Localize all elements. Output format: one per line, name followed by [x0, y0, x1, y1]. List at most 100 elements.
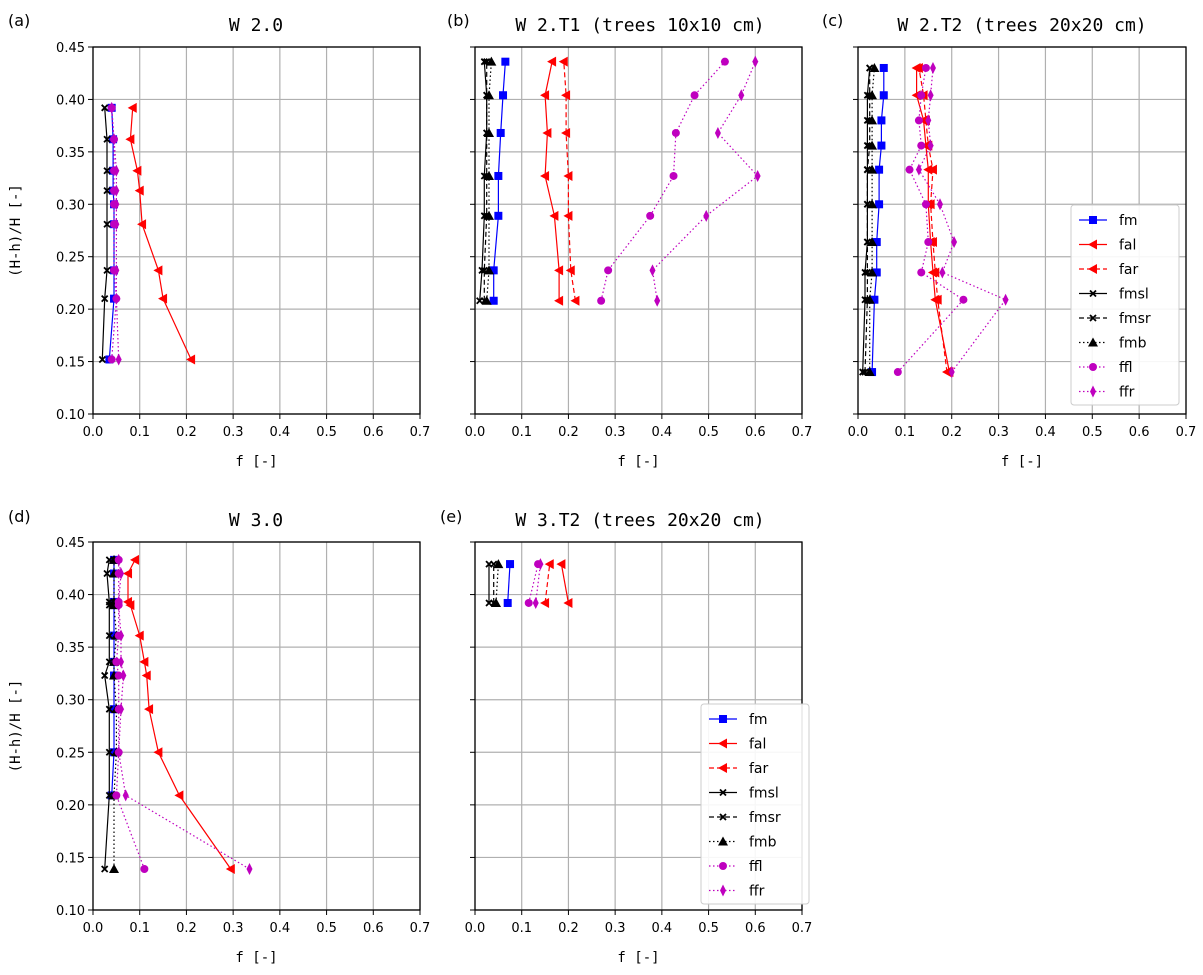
data-point-fmsl [480, 58, 488, 66]
x-tick-label: 0.4 [270, 921, 291, 936]
x-tick-label: 0.6 [1129, 425, 1150, 440]
data-point-fal [540, 90, 550, 101]
data-point-ffl [905, 165, 914, 174]
data-point-far [932, 294, 942, 305]
data-point-fal [123, 568, 133, 579]
legend-label-ffr: ffr [1119, 385, 1135, 401]
series-ffr [108, 101, 122, 366]
data-point-fmsl [105, 705, 113, 713]
legend-label-ffl: ffl [1119, 360, 1133, 376]
data-point-fmb [867, 90, 878, 100]
x-tick-label: 0.0 [848, 425, 869, 440]
legend-marker-ffr [720, 884, 726, 897]
x-axis-label: f [-] [235, 454, 277, 470]
series-ffr [532, 558, 544, 609]
data-point-fal [556, 559, 566, 570]
data-point-ffl [524, 598, 533, 607]
series-fmb [491, 559, 504, 607]
data-point-ffr [120, 669, 127, 682]
data-point-fal [563, 597, 573, 608]
x-axis-label: f [-] [235, 950, 277, 966]
data-point-ffl [597, 296, 606, 305]
data-point-fmb [484, 210, 495, 220]
panel-title: W 3.T2 (trees 20x20 cm) [515, 510, 764, 531]
data-point-fmb [864, 367, 875, 377]
data-point-fmb [486, 56, 497, 66]
data-point-ffl [720, 57, 729, 66]
data-point-fal [141, 670, 151, 681]
legend-marker-ffr [1090, 385, 1096, 398]
data-point-fal [540, 170, 550, 181]
data-point-ffr [532, 596, 539, 609]
data-point-far [561, 90, 571, 101]
series-fmsl [98, 104, 111, 364]
series-line-fm [108, 107, 115, 360]
data-point-ffr [649, 264, 656, 277]
data-point-ffl [959, 295, 968, 304]
legend-marker-ffl [719, 862, 727, 870]
data-point-fm [494, 171, 503, 180]
legend-marker-fal [1088, 239, 1097, 250]
data-point-ffr [754, 169, 761, 182]
data-point-fal [134, 630, 144, 641]
data-point-fmb [867, 267, 878, 277]
x-tick-label: 0.3 [605, 425, 626, 440]
data-point-fmb [867, 140, 878, 150]
data-point-ffr [115, 595, 122, 608]
x-tick-label: 0.2 [558, 425, 579, 440]
x-tick-label: 0.4 [652, 425, 673, 440]
x-tick-label: 0.4 [652, 921, 673, 936]
data-point-fmb [109, 863, 120, 873]
data-point-fm [501, 57, 510, 66]
chart-panel-c: 0.0 0.1 0.2 0.3 0.4 0.5 0.6 0.7 W 2.T2 (trees 20… [822, 11, 1196, 470]
x-tick-label: 0.0 [465, 921, 486, 936]
y-tick-label: 0.40 [56, 589, 85, 604]
axes-frame [857, 46, 1187, 415]
data-point-fmb [484, 127, 495, 137]
data-point-far [942, 367, 952, 378]
data-point-fal [132, 165, 142, 176]
legend-marker-fal [718, 738, 727, 749]
data-point-ffl [112, 657, 121, 666]
data-point-fal [137, 219, 147, 230]
series-line-fal [915, 68, 950, 373]
data-point-ffr [738, 89, 745, 102]
data-point-fal [158, 293, 168, 304]
series-fm [868, 63, 888, 377]
data-point-fmb [869, 62, 880, 72]
data-point-ffl [917, 141, 926, 150]
y-tick-label: 0.10 [56, 408, 85, 423]
y-tick-label: 0.35 [56, 641, 85, 656]
series-fal [540, 56, 564, 306]
data-point-fm [489, 296, 498, 305]
data-point-far [558, 56, 568, 67]
data-point-fal [153, 747, 163, 758]
data-point-fal [130, 554, 140, 565]
x-tick-label: 0.7 [410, 425, 431, 440]
legend-marker-fmsl [719, 788, 727, 797]
data-point-fmb [867, 164, 878, 174]
x-tick-label: 0.0 [465, 425, 486, 440]
x-axis-label: f [-] [617, 454, 659, 470]
x-tick-label: 0.2 [176, 425, 197, 440]
x-tick-label: 0.7 [792, 921, 813, 936]
legend-label-ffl: ffl [749, 859, 763, 875]
series-line-fmsl [101, 107, 108, 360]
series-fmb [481, 56, 497, 305]
legend-marker-ffl [1089, 363, 1097, 371]
data-point-far [913, 62, 923, 73]
data-point-fmsl [103, 167, 111, 175]
data-point-fmsl [103, 266, 111, 274]
data-point-ffl [114, 671, 123, 680]
y-tick-label: 0.20 [56, 799, 85, 814]
data-point-fmb [867, 199, 878, 209]
x-tick-label: 0.1 [895, 425, 916, 440]
data-point-ffl [893, 368, 902, 377]
series-ffr [115, 553, 253, 875]
data-point-fal [144, 704, 154, 715]
data-point-ffl [604, 266, 613, 275]
data-point-ffr [122, 789, 129, 802]
data-point-ffr [703, 209, 710, 222]
x-tick-label: 0.2 [941, 425, 962, 440]
